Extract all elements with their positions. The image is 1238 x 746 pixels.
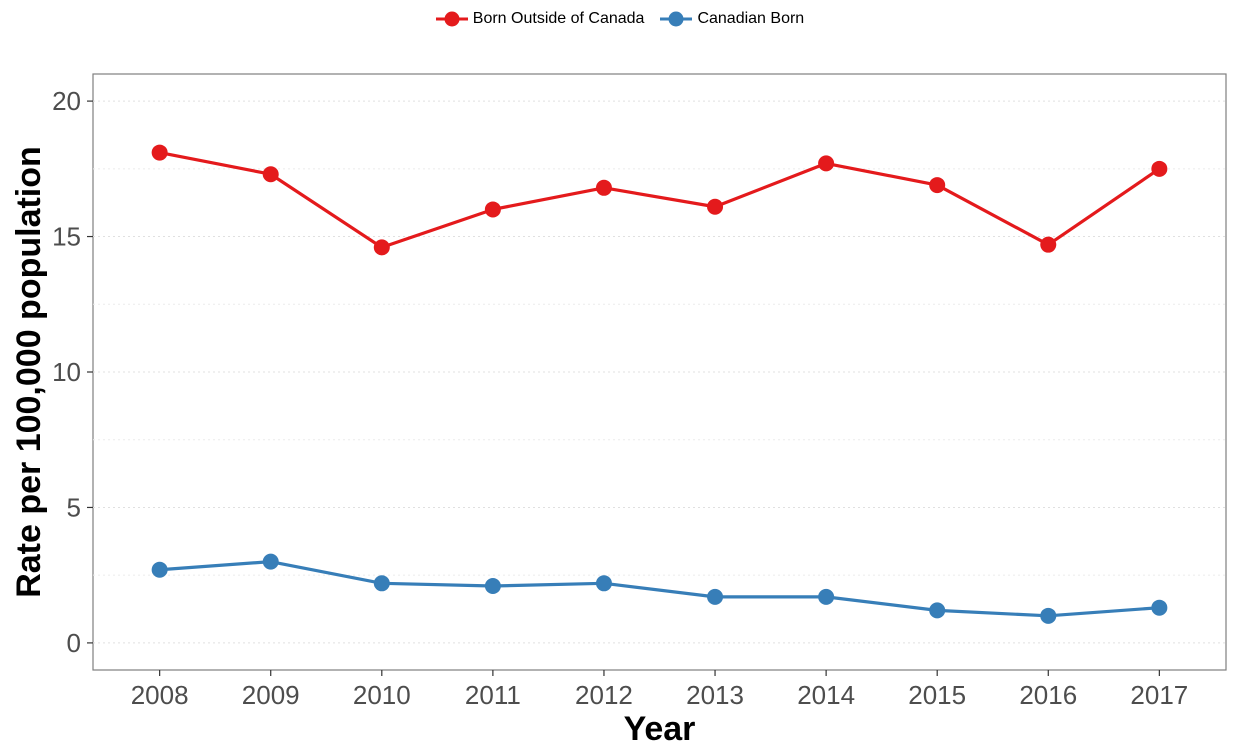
x-axis-title: Year	[624, 710, 696, 746]
x-tick-label: 2012	[575, 680, 633, 710]
x-tick-label: 2017	[1130, 680, 1188, 710]
series-line-0	[159, 150, 1161, 249]
x-tick-label: 2010	[353, 680, 411, 710]
data-point-1	[707, 588, 724, 605]
data-point-1	[1040, 607, 1057, 624]
y-tick-label: 15	[52, 222, 81, 252]
data-point-0	[373, 239, 390, 256]
data-point-0	[484, 201, 501, 218]
data-point-1	[929, 602, 946, 619]
y-tick-label: 10	[52, 357, 81, 387]
chart-legend: Born Outside of Canada Canadian Born	[0, 8, 1238, 30]
data-point-0	[262, 166, 279, 183]
data-point-0	[1151, 160, 1168, 177]
x-tick-label: 2015	[908, 680, 966, 710]
y-tick-label: 20	[52, 86, 81, 116]
x-tick-label: 2009	[242, 680, 300, 710]
data-point-1	[1151, 599, 1168, 616]
gridlines	[93, 100, 1226, 644]
x-tick-label: 2014	[797, 680, 855, 710]
y-tick-label: 0	[67, 628, 81, 658]
legend-item-canadian-born: Canadian Born	[658, 8, 804, 30]
series-group	[151, 144, 1168, 624]
y-tick-label: 5	[67, 492, 81, 522]
x-axis: 2008 2009 2010 2011 2012 2013 2014 2015 2016 2017	[131, 670, 1188, 710]
data-point-0	[707, 198, 724, 215]
legend-label-born-outside: Born Outside of Canada	[472, 10, 645, 27]
legend-key-canadian-born	[660, 11, 693, 27]
data-point-0	[151, 144, 168, 161]
legend-label-canadian-born: Canadian Born	[697, 10, 805, 27]
series-line-1	[159, 560, 1160, 618]
data-point-0	[929, 177, 946, 194]
y-axis: 0 5 10 15 20	[52, 86, 93, 658]
data-point-0	[595, 179, 612, 196]
data-point-1	[151, 561, 168, 578]
x-tick-label: 2008	[131, 680, 189, 710]
data-point-1	[595, 575, 612, 592]
data-point-1	[484, 578, 501, 595]
data-point-1	[818, 588, 835, 605]
legend-key-born-outside	[435, 11, 468, 27]
x-tick-label: 2016	[1019, 680, 1077, 710]
data-point-0	[1040, 236, 1057, 253]
data-point-0	[818, 155, 835, 172]
x-tick-label: 2011	[465, 680, 521, 710]
x-tick-label: 2013	[686, 680, 744, 710]
legend-item-born-outside: Born Outside of Canada	[434, 8, 645, 30]
y-axis-title: Rate per 100,000 population	[10, 146, 48, 598]
data-point-1	[262, 553, 279, 570]
data-point-1	[373, 575, 390, 592]
